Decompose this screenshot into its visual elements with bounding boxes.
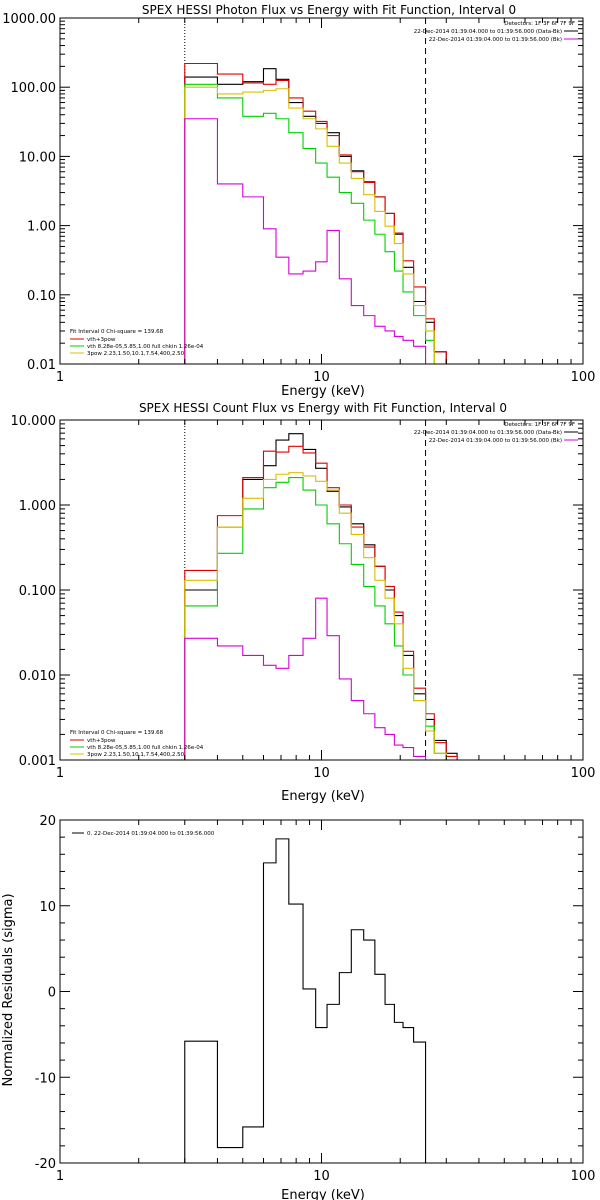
y-tick-label: 10 [39, 900, 56, 915]
x-tick-label: 100 [571, 1169, 596, 1184]
panel-title: SPEX HESSI Count Flux vs Energy with Fit… [139, 401, 507, 415]
x-tick-label: 10 [313, 766, 330, 781]
series-red-line [184, 62, 447, 364]
plot-area [184, 18, 447, 365]
legend-top-right: Detectors: 1F 3F 6F 7F 9F 22-Dec-2014 01… [414, 21, 578, 43]
legend-detectors: Detectors: 1F 3F 6F 7F 9F [504, 21, 575, 27]
legend-entry-residual: 0. 22-Dec-2014 01:39:04.000 to 01:39:56.… [87, 831, 215, 837]
x-axis-label: Energy (keV) [281, 1188, 365, 1200]
y-tick-label: 0.001 [19, 754, 56, 769]
series-magenta-line [184, 118, 447, 365]
legend-entry-data-bk: 22-Dec-2014 01:39:04.000 to 01:39:56.000… [414, 430, 562, 436]
photon-flux-panel: SPEX HESSI Photon Flux vs Energy with Fi… [2, 3, 595, 399]
y-tick-label: 10.00 [19, 150, 56, 165]
series-red-line [184, 445, 458, 760]
axes-frame [59, 819, 584, 1164]
y-tick-label: 20 [39, 814, 56, 829]
series-black-line [184, 838, 427, 1163]
legend-fit-header: Fit Interval 0 Chi-square = 139.68 [70, 730, 164, 736]
series-yellow-line [184, 472, 447, 760]
x-tick-label: 1 [56, 370, 64, 385]
series-green-line [184, 83, 447, 365]
y-tick-label: 1.000 [19, 499, 56, 514]
y-tick-label: -10 [35, 1071, 56, 1086]
axes-frame [59, 17, 584, 365]
series-magenta-line [184, 597, 427, 760]
legend-fit-header: Fit Interval 0 Chi-square = 139.68 [70, 329, 164, 335]
y-axis-label: Normalized Residuals (sigma) [1, 893, 16, 1086]
series-black-line [184, 433, 458, 760]
y-tick-label: 10.000 [11, 414, 57, 429]
plot-area [184, 838, 427, 1163]
x-tick-label: 1 [56, 766, 64, 781]
legend-entry-bk: 22-Dec-2014 01:39:04.000 to 01:39:56.000… [429, 438, 562, 444]
y-tick-label: 0.010 [19, 669, 56, 684]
y-tick-label: 1.00 [27, 220, 56, 235]
y-tick-label: 100.00 [11, 81, 57, 96]
legend-entry-vth: vth 8.28e-05,5.85,1.00 full chkin 1.26e-… [87, 344, 204, 350]
y-tick-label: 1000.00 [2, 12, 56, 27]
legend-entry-3pow: 3pow 2.23,1.50,10.1,7.54,400,2.50 [87, 752, 185, 758]
x-tick-label: 10 [313, 1169, 330, 1184]
legend-entry-vth3pow: vth+3pow [87, 738, 116, 744]
axes-frame [59, 419, 584, 761]
x-tick-label: 10 [313, 370, 330, 385]
legend-entry-bk: 22-Dec-2014 01:39:04.000 to 01:39:56.000… [429, 37, 562, 43]
legend-entry-vth3pow: vth+3pow [87, 337, 116, 343]
y-tick-label: 0 [48, 986, 56, 1001]
legend-bottom-left: Fit Interval 0 Chi-square = 139.68 vth+3… [70, 730, 204, 758]
legend-detectors: Detectors: 1F 3F 6F 7F 9F [504, 422, 575, 428]
y-tick-label: 0.10 [27, 289, 56, 304]
panel-title: SPEX HESSI Photon Flux vs Energy with Fi… [142, 3, 516, 17]
x-tick-label: 1 [56, 1169, 64, 1184]
legend-top-left: 0. 22-Dec-2014 01:39:04.000 to 01:39:56.… [72, 831, 215, 837]
axes: 1 10 100 -20 -10 0 10 20 [35, 814, 596, 1184]
x-tick-label: 100 [571, 766, 596, 781]
legend-bottom-left: Fit Interval 0 Chi-square = 139.68 vth+3… [70, 329, 204, 357]
y-tick-label: -20 [35, 1157, 56, 1172]
x-axis-label: Energy (keV) [281, 789, 365, 804]
series-yellow-line [184, 86, 447, 365]
x-tick-label: 100 [571, 370, 596, 385]
y-tick-label: 0.01 [27, 358, 56, 373]
count-flux-panel: SPEX HESSI Count Flux vs Energy with Fit… [11, 401, 596, 804]
plot-area [184, 420, 458, 760]
legend-entry-data-bk: 22-Dec-2014 01:39:04.000 to 01:39:56.000… [414, 29, 562, 35]
legend-top-right: Detectors: 1F 3F 6F 7F 9F 22-Dec-2014 01… [414, 422, 578, 444]
x-axis-label: Energy (keV) [281, 384, 365, 399]
residuals-panel: 1 10 100 -20 -10 0 10 20 Energy (keV) Normalize… [1, 814, 595, 1200]
legend-entry-vth: vth 8.28e-05,5.85,1.00 full chkin 1.26e-… [87, 745, 204, 751]
axes: 1 10 100 0.01 0.10 1.00 10.00 100.00 1000.00 [2, 12, 595, 385]
y-tick-label: 0.100 [19, 584, 56, 599]
legend-entry-3pow: 3pow 2.23,1.50,10.1,7.54,400,2.50 [87, 351, 185, 357]
axes: 1 10 100 0.001 0.010 0.100 1.000 10.000 [11, 414, 596, 781]
